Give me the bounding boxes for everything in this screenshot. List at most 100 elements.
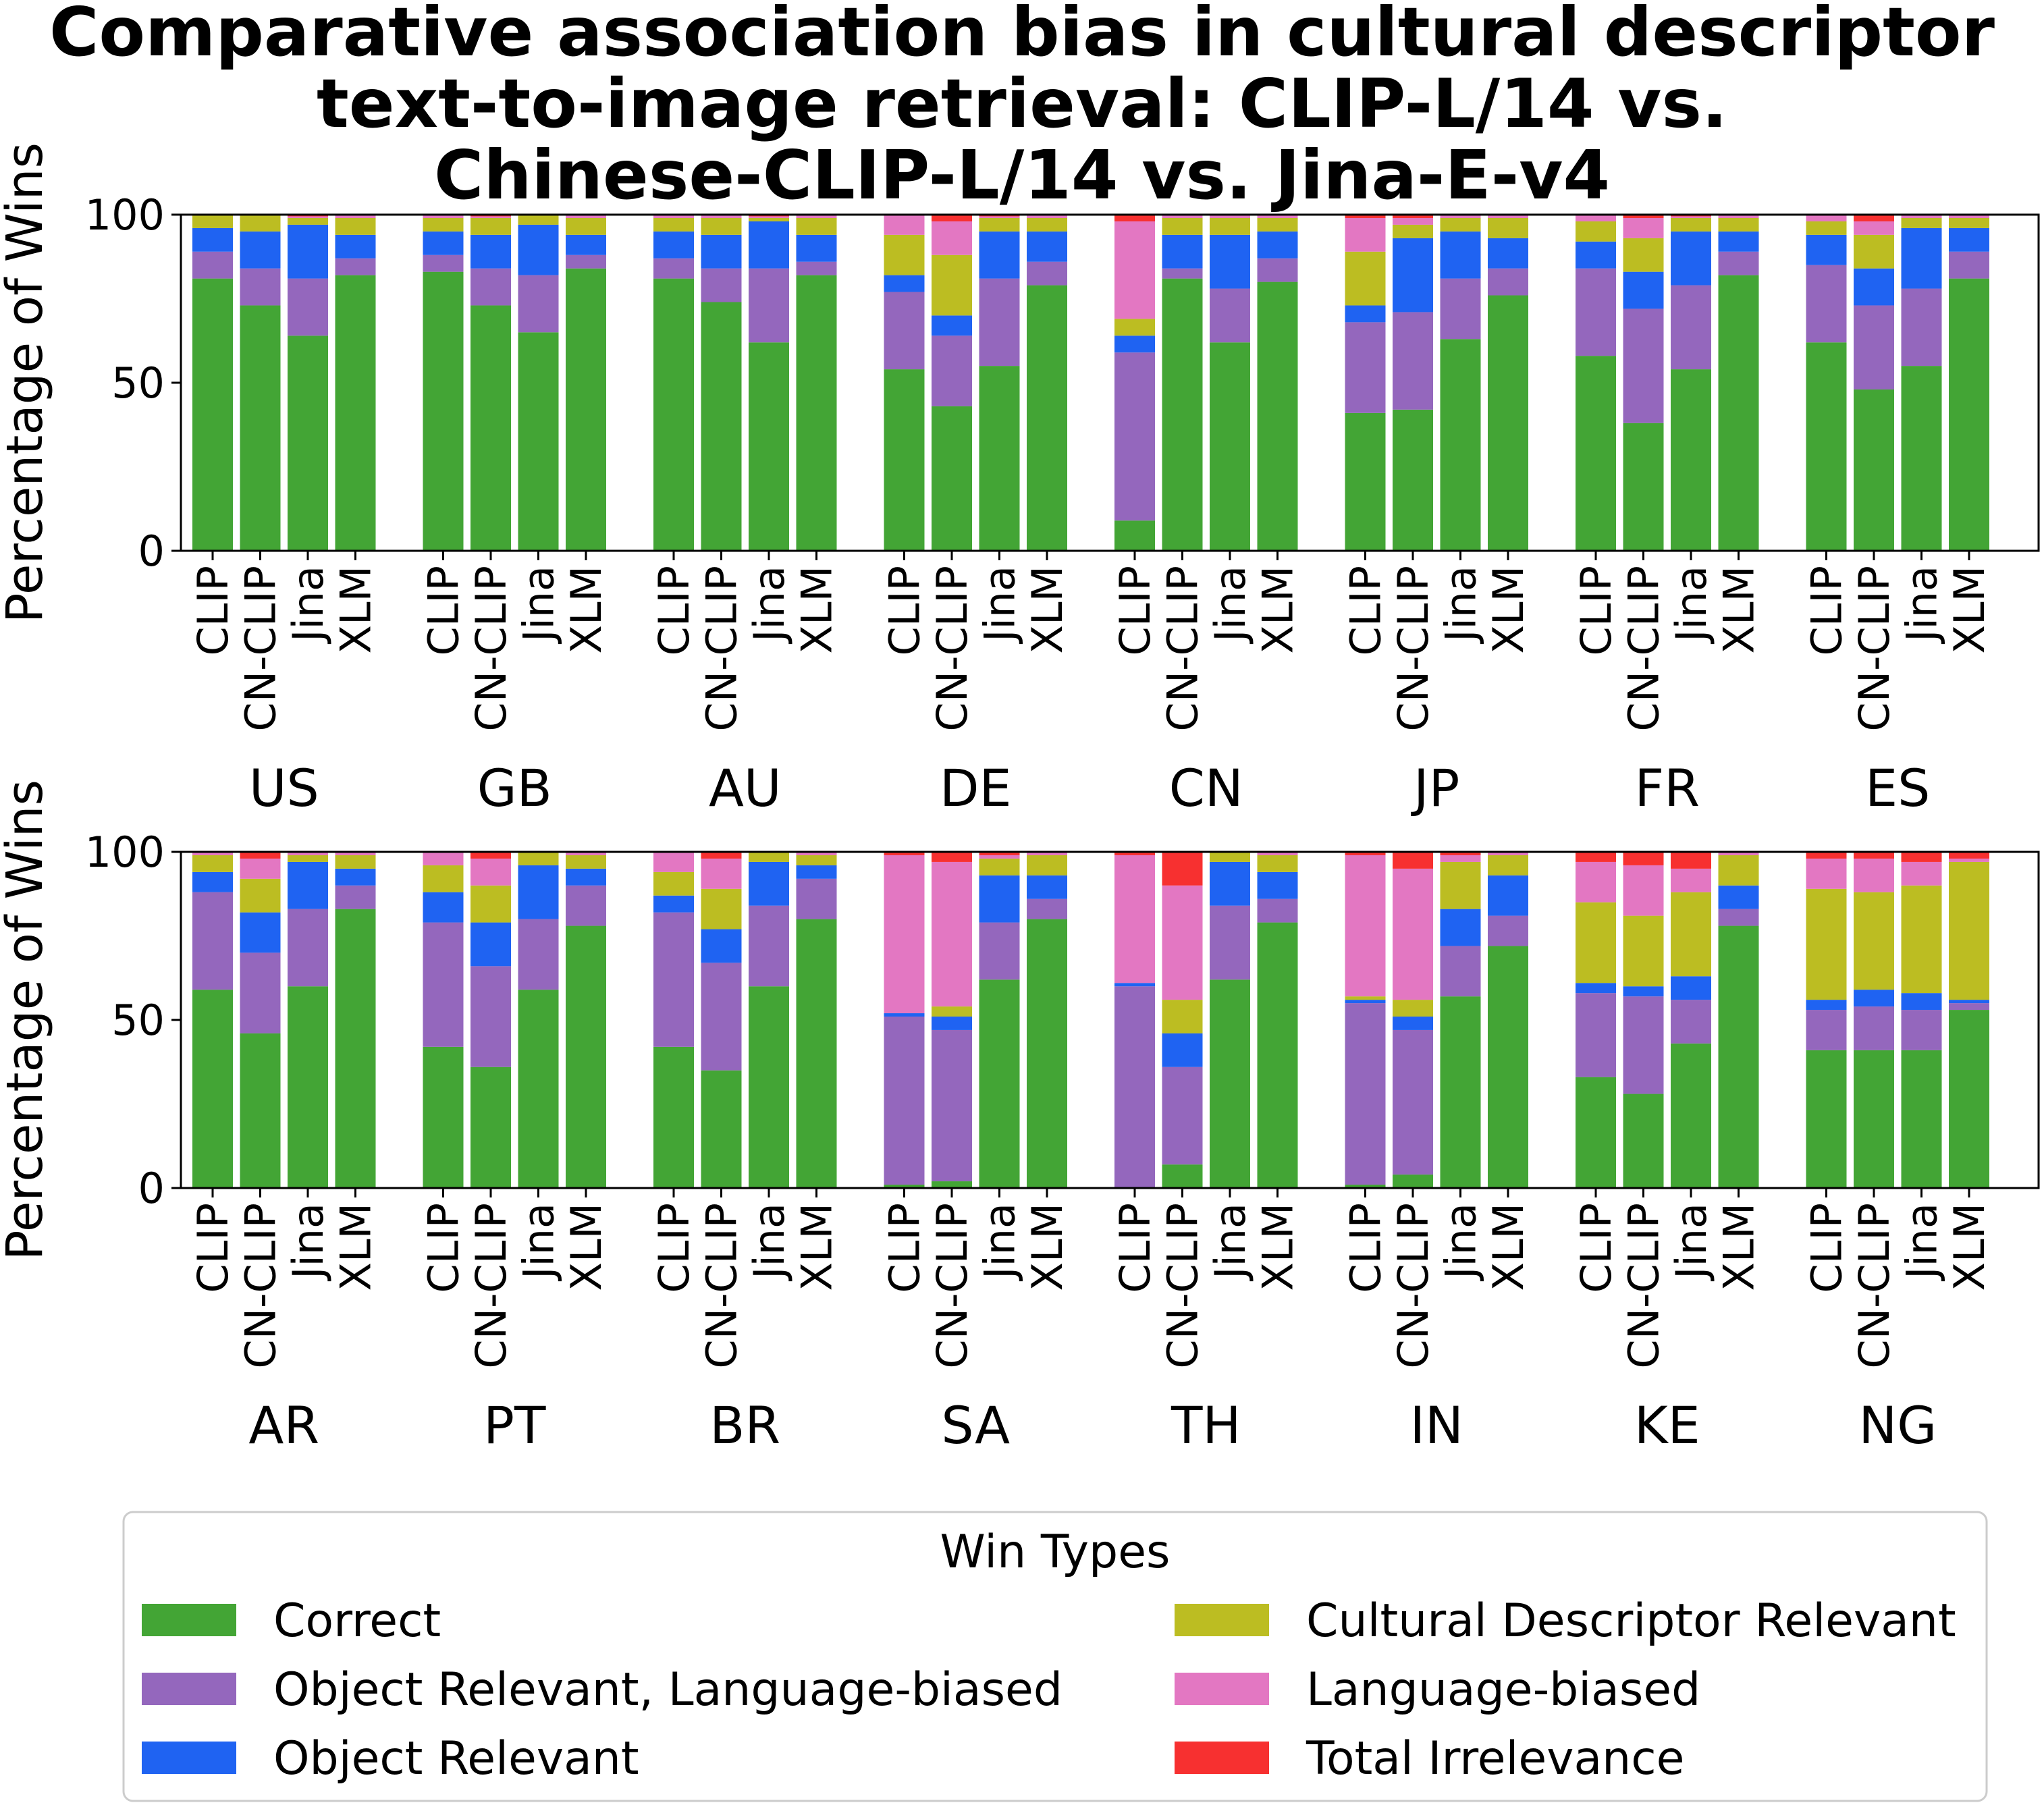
country-label-sa: SA bbox=[941, 1395, 1010, 1455]
bar-ke-jina-correct bbox=[1671, 1043, 1711, 1188]
bar-de-xlm-cultural-descriptor-relevant bbox=[1027, 217, 1067, 232]
bar-us-xlm-object-relevant-language-biased bbox=[335, 258, 376, 275]
bar-ar-clip-language-biased bbox=[192, 852, 233, 855]
country-label-cn: CN bbox=[1169, 758, 1243, 818]
legend-label-object-relevant-language-biased: Object Relevant, Language-biased bbox=[273, 1663, 1063, 1717]
bar-sa-clip-total-irrelevance bbox=[884, 852, 925, 855]
bar-de-clip-object-relevant bbox=[884, 275, 925, 292]
bar-pt-clip-correct bbox=[423, 1046, 464, 1188]
bar-th-cn-clip-cultural-descriptor-relevant bbox=[1162, 1000, 1203, 1033]
bar-fr-clip-object-relevant-language-biased bbox=[1576, 268, 1616, 356]
bar-br-clip-correct bbox=[653, 1046, 694, 1188]
bar-de-cn-clip-language-biased bbox=[932, 221, 972, 255]
bar-jp-clip-object-relevant-language-biased bbox=[1345, 322, 1386, 413]
bar-pt-cn-clip-cultural-descriptor-relevant bbox=[470, 885, 511, 923]
bar-au-clip-cultural-descriptor-relevant bbox=[653, 217, 694, 232]
title-line-3: Chinese-CLIP-L/14 vs. Jina-E-v4 bbox=[434, 136, 1610, 215]
bar-th-cn-clip-object-relevant-language-biased bbox=[1162, 1067, 1203, 1165]
bar-cn-cn-clip-correct bbox=[1162, 278, 1203, 551]
bar-br-xlm-object-relevant-language-biased bbox=[796, 878, 837, 919]
legend-swatch-cultural-descriptor-relevant bbox=[1175, 1604, 1269, 1636]
bar-br-xlm-object-relevant bbox=[796, 865, 837, 879]
bar-in-cn-clip-object-relevant bbox=[1393, 1017, 1433, 1030]
x-tick-label-jina: Jina bbox=[1206, 1203, 1255, 1282]
country-label-ng: NG bbox=[1858, 1395, 1937, 1455]
bar-gb-clip-object-relevant-language-biased bbox=[423, 254, 464, 272]
country-label-br: BR bbox=[709, 1395, 780, 1455]
bar-ng-jina-correct bbox=[1901, 1050, 1942, 1188]
bar-cn-clip-cultural-descriptor-relevant bbox=[1114, 319, 1155, 336]
x-tick-label-cn-clip: CN-CLIP bbox=[1389, 1203, 1438, 1369]
bar-pt-xlm-object-relevant bbox=[566, 868, 606, 886]
bar-au-cn-clip-object-relevant-language-biased bbox=[701, 268, 742, 302]
bar-us-jina-cultural-descriptor-relevant bbox=[288, 217, 328, 225]
x-tick-label-clip: CLIP bbox=[1341, 1203, 1391, 1293]
bar-pt-clip-object-relevant-language-biased bbox=[423, 922, 464, 1047]
bar-pt-jina-object-relevant-language-biased bbox=[518, 919, 559, 990]
bar-de-cn-clip-cultural-descriptor-relevant bbox=[932, 254, 972, 316]
bar-cn-cn-clip-language-biased bbox=[1162, 215, 1203, 218]
x-tick-label-xlm: XLM bbox=[331, 1203, 381, 1291]
bar-es-xlm-object-relevant bbox=[1949, 227, 1989, 252]
bar-fr-clip-object-relevant bbox=[1576, 241, 1616, 269]
x-tick-label-xlm: XLM bbox=[1945, 566, 1994, 654]
bar-in-jina-correct bbox=[1440, 996, 1481, 1188]
x-tick-label-cn-clip: CN-CLIP bbox=[1850, 1203, 1899, 1369]
x-tick-label-cn-clip: CN-CLIP bbox=[1158, 566, 1208, 732]
bar-in-xlm-language-biased bbox=[1488, 852, 1528, 855]
bar-de-cn-clip-object-relevant-language-biased bbox=[932, 335, 972, 406]
x-tick-label-clip: CLIP bbox=[1341, 566, 1391, 656]
bar-in-cn-clip-correct bbox=[1393, 1175, 1433, 1188]
country-label-au: AU bbox=[709, 758, 782, 818]
x-tick-label-clip: CLIP bbox=[1802, 1203, 1852, 1293]
legend-label-correct: Correct bbox=[273, 1594, 441, 1648]
bar-de-jina-language-biased bbox=[979, 216, 1020, 218]
bar-in-cn-clip-object-relevant-language-biased bbox=[1393, 1029, 1433, 1175]
bar-ng-cn-clip-language-biased bbox=[1854, 858, 1894, 892]
bar-in-clip-total-irrelevance bbox=[1345, 852, 1386, 855]
bar-au-xlm-correct bbox=[796, 275, 837, 551]
x-tick-label-jina: Jina bbox=[284, 566, 333, 645]
bar-cn-clip-total-irrelevance bbox=[1114, 215, 1155, 221]
bar-th-xlm-object-relevant bbox=[1257, 871, 1298, 899]
bar-in-xlm-cultural-descriptor-relevant bbox=[1488, 855, 1528, 875]
bar-de-clip-language-biased bbox=[884, 215, 925, 235]
x-tick-label-jina: Jina bbox=[1667, 1203, 1716, 1282]
bar-br-cn-clip-language-biased bbox=[701, 858, 742, 889]
bar-br-jina-object-relevant-language-biased bbox=[749, 905, 789, 987]
bar-de-cn-clip-total-irrelevance bbox=[932, 215, 972, 221]
bar-in-jina-language-biased bbox=[1440, 855, 1481, 862]
bar-de-xlm-language-biased bbox=[1027, 215, 1067, 218]
bar-ng-jina-object-relevant bbox=[1901, 993, 1942, 1010]
bar-ng-cn-clip-object-relevant-language-biased bbox=[1854, 1006, 1894, 1050]
bar-in-cn-clip-cultural-descriptor-relevant bbox=[1393, 1000, 1433, 1017]
bar-de-cn-clip-correct bbox=[932, 406, 972, 551]
bar-au-jina-object-relevant-language-biased bbox=[749, 268, 789, 343]
bar-sa-jina-language-biased bbox=[979, 855, 1020, 859]
bar-fr-jina-language-biased bbox=[1671, 216, 1711, 218]
bar-de-jina-correct bbox=[979, 366, 1020, 551]
bar-us-cn-clip-cultural-descriptor-relevant bbox=[240, 215, 281, 232]
chart-title: Comparative association bias in cultural… bbox=[49, 0, 1995, 215]
x-tick-label-xlm: XLM bbox=[1484, 566, 1533, 654]
bar-ke-xlm-correct bbox=[1718, 925, 1759, 1188]
bar-ng-jina-cultural-descriptor-relevant bbox=[1901, 885, 1942, 994]
x-tick-label-xlm: XLM bbox=[562, 1203, 611, 1291]
bar-in-clip-object-relevant bbox=[1345, 1000, 1386, 1004]
bar-gb-cn-clip-object-relevant bbox=[470, 234, 511, 269]
bar-br-cn-clip-total-irrelevance bbox=[701, 852, 742, 859]
bar-au-clip-correct bbox=[653, 278, 694, 551]
bar-cn-jina-language-biased bbox=[1210, 215, 1250, 218]
bar-pt-xlm-correct bbox=[566, 925, 606, 1188]
bar-au-xlm-object-relevant bbox=[796, 234, 837, 262]
bar-in-cn-clip-language-biased bbox=[1393, 868, 1433, 1000]
country-label-fr: FR bbox=[1634, 758, 1700, 818]
bar-ar-xlm-object-relevant bbox=[335, 868, 376, 886]
bar-ke-cn-clip-object-relevant-language-biased bbox=[1623, 996, 1664, 1094]
bar-de-xlm-object-relevant-language-biased bbox=[1027, 261, 1067, 286]
bar-sa-jina-correct bbox=[979, 979, 1020, 1188]
bar-sa-cn-clip-total-irrelevance bbox=[932, 852, 972, 862]
bar-es-clip-cultural-descriptor-relevant bbox=[1806, 221, 1847, 235]
bar-us-cn-clip-correct bbox=[240, 305, 281, 551]
bar-sa-jina-cultural-descriptor-relevant bbox=[979, 858, 1020, 875]
